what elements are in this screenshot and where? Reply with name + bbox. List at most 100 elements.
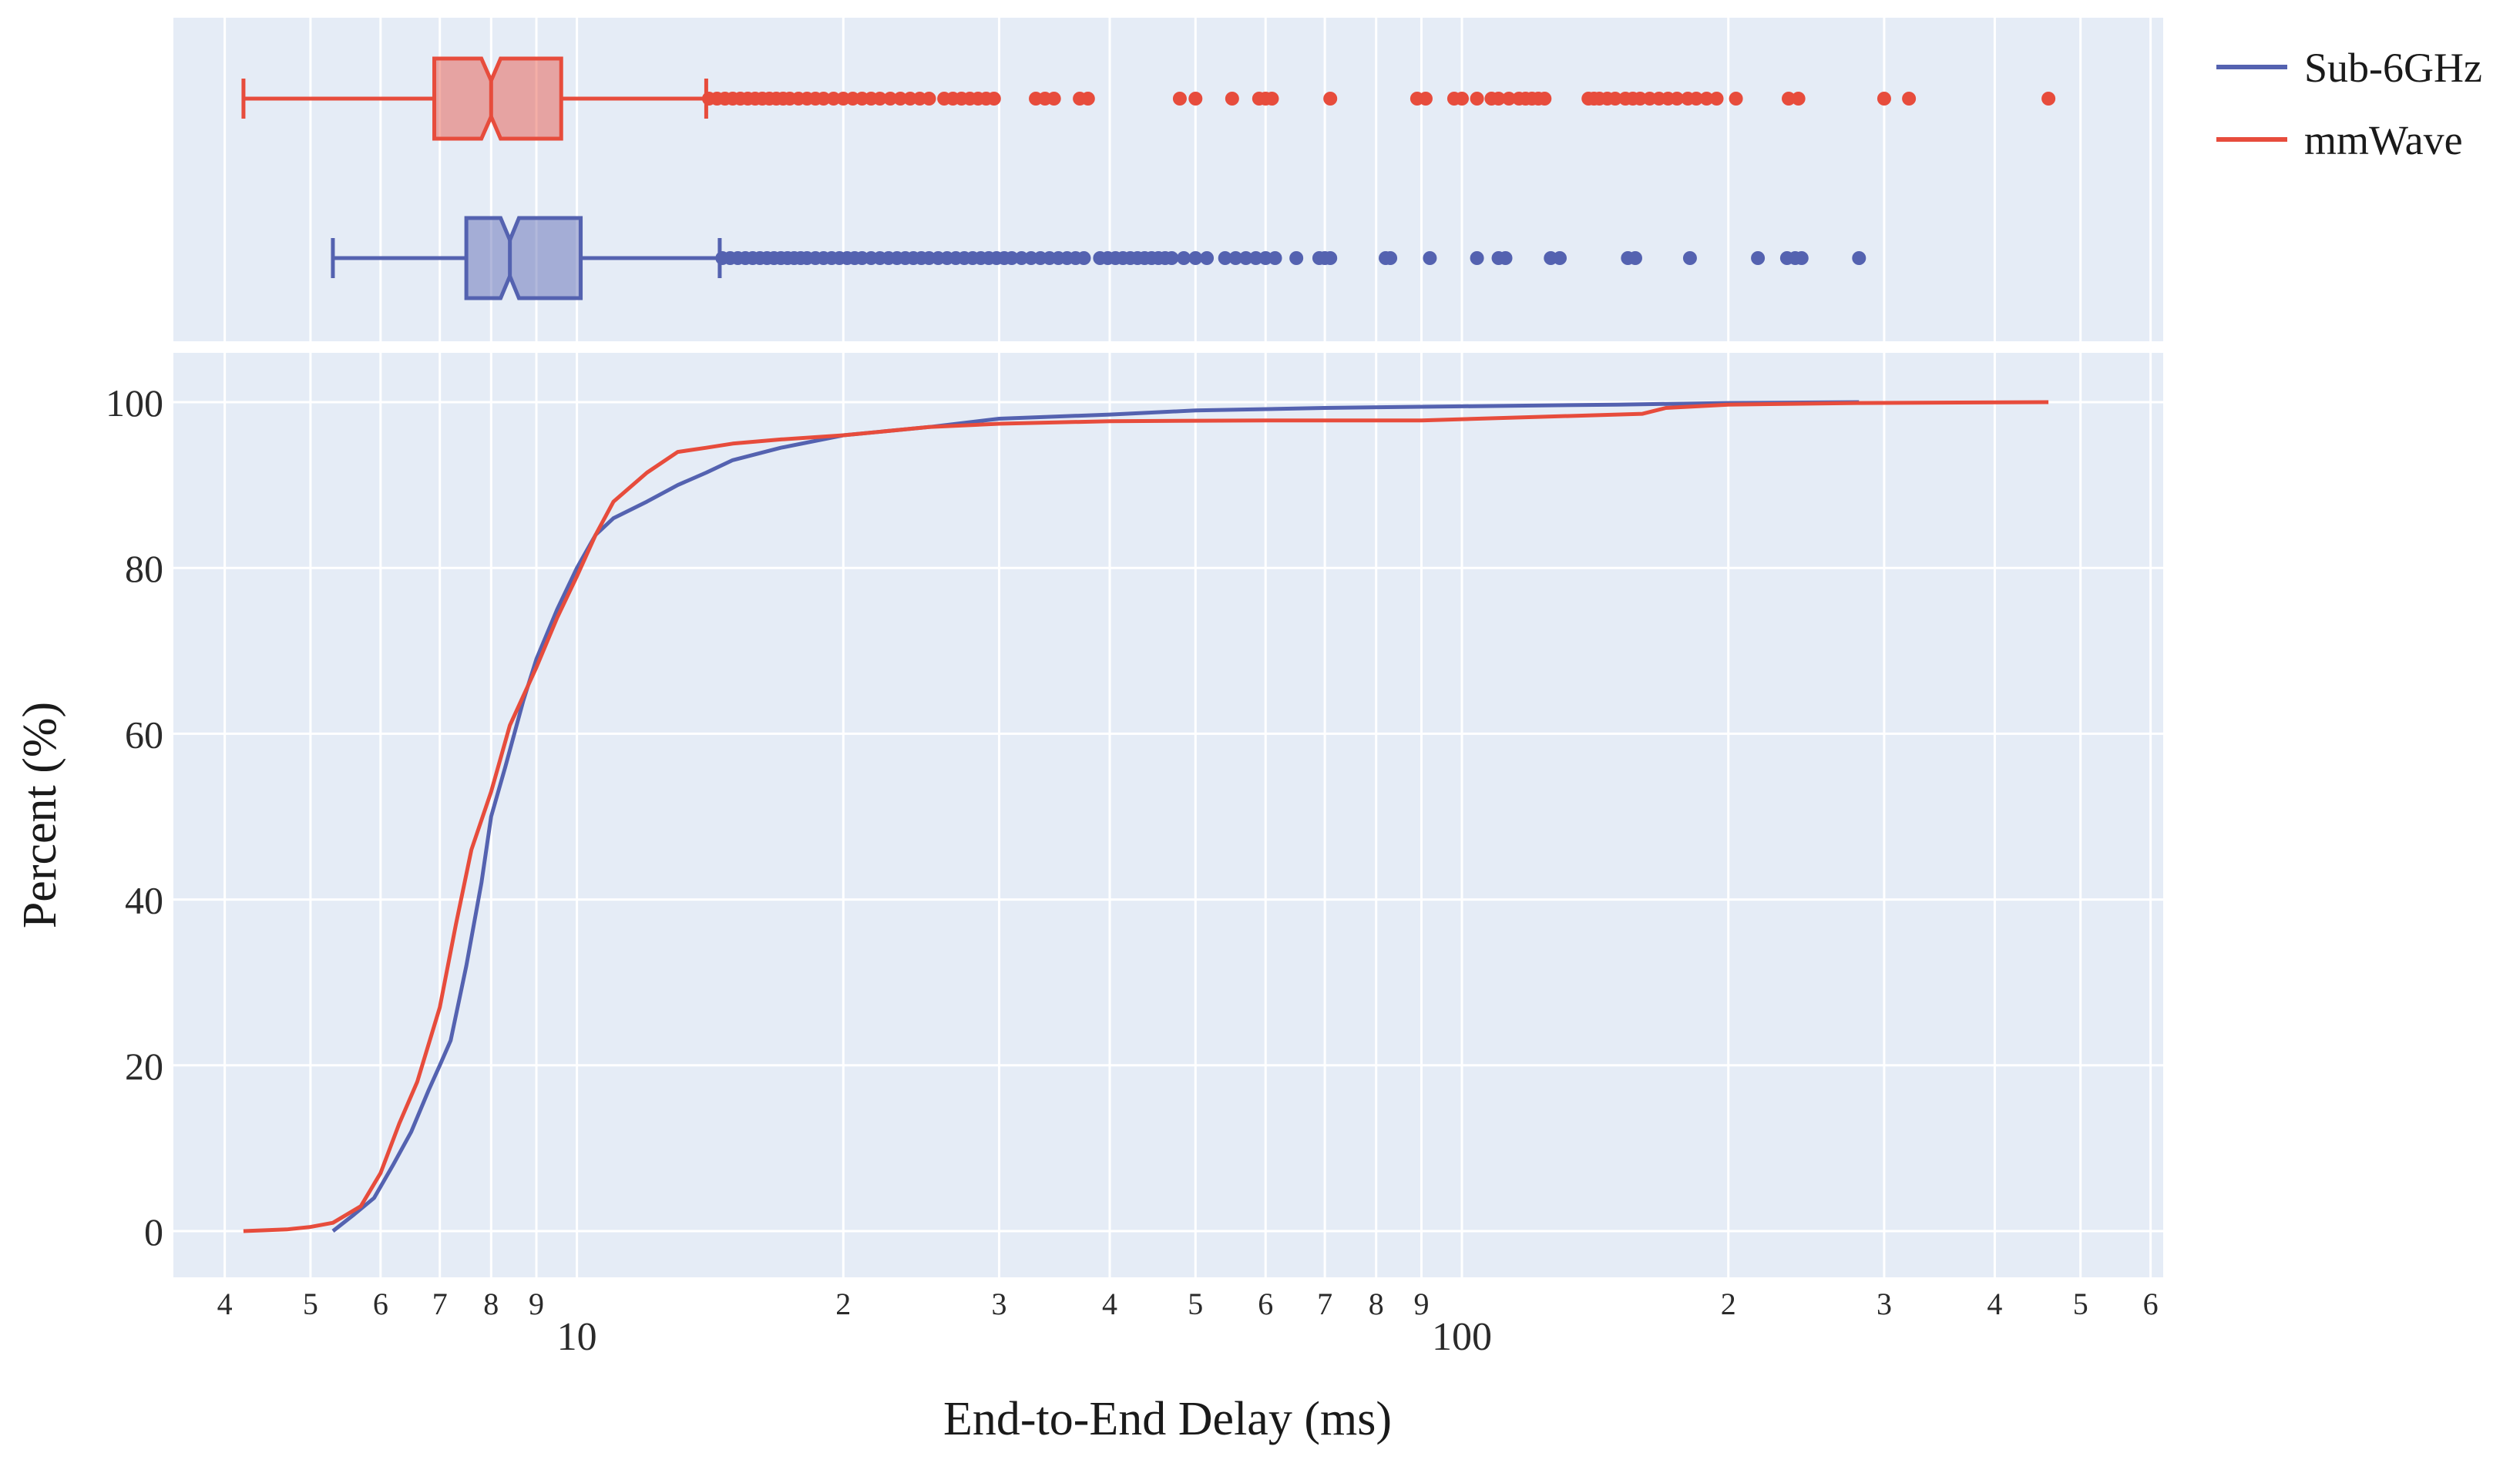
- box-mmwave: [241, 56, 2056, 141]
- outlier-point: [1383, 251, 1398, 265]
- outlier-point: [1791, 92, 1806, 106]
- outlier-point: [1172, 92, 1187, 106]
- outlier-point: [1852, 251, 1866, 265]
- outlier-point: [1455, 92, 1470, 106]
- x-tick-label: 3: [992, 1287, 1007, 1321]
- outlier-point: [1265, 92, 1279, 106]
- outlier-point: [1633, 92, 1648, 106]
- cdf-plot-background: [173, 353, 2163, 1277]
- outlier-point: [1268, 251, 1282, 265]
- x-tick-label: 4: [1102, 1287, 1117, 1321]
- outlier-point: [1682, 251, 1697, 265]
- outlier-point: [836, 92, 851, 106]
- outlier-point: [872, 92, 887, 106]
- x-tick-label: 6: [373, 1287, 388, 1321]
- outlier-point: [1077, 251, 1091, 265]
- outlier-point: [1751, 251, 1766, 265]
- outlier-point: [1729, 92, 1743, 106]
- x-tick-label: 5: [303, 1287, 318, 1321]
- x-tick-label: 6: [1258, 1287, 1273, 1321]
- x-tick-label: 2: [835, 1287, 851, 1321]
- x-tick-label: 6: [2143, 1287, 2159, 1321]
- outlier-point: [1004, 251, 1019, 265]
- outlier-point: [1782, 92, 1796, 106]
- x-axis-title: End-to-End Delay (ms): [943, 1393, 1392, 1445]
- outlier-point: [1608, 92, 1622, 106]
- box-plots: [241, 56, 2056, 300]
- cdf-line-mmwave: [243, 400, 2049, 1233]
- x-tick-label: 8: [483, 1287, 499, 1321]
- box-sub-6ghz: [331, 216, 1866, 300]
- outlier-point: [1258, 251, 1273, 265]
- y-tick-label: 40: [125, 879, 163, 922]
- outlier-point: [1323, 251, 1338, 265]
- outlier-point: [1248, 251, 1263, 265]
- legend-label-mmwave: mmWave: [2304, 117, 2463, 163]
- outlier-point: [1323, 92, 1338, 106]
- x-major-tick-label: 10: [557, 1315, 597, 1359]
- outlier-point: [1670, 92, 1685, 106]
- legend-label-sub6ghz: Sub-6GHz: [2304, 45, 2482, 91]
- cdf-panel: [173, 353, 2163, 1277]
- outlier-point: [1491, 92, 1506, 106]
- x-tick-label: 8: [1369, 1287, 1384, 1321]
- outlier-point: [816, 92, 831, 106]
- outlier-point: [1902, 92, 1917, 106]
- outlier-point: [1699, 92, 1714, 106]
- x-tick-label: 5: [2073, 1287, 2088, 1321]
- outlier-point: [893, 92, 908, 106]
- x-tick-label: 4: [1987, 1287, 2002, 1321]
- x-tick-label: 7: [1317, 1287, 1332, 1321]
- outlier-point: [1289, 251, 1304, 265]
- outlier-point: [1553, 251, 1567, 265]
- outlier-point: [1501, 92, 1516, 106]
- y-tick-label: 0: [144, 1210, 163, 1253]
- outlier-point: [922, 92, 936, 106]
- outlier-point: [1200, 251, 1215, 265]
- y-tick-label: 80: [125, 547, 163, 590]
- outlier-point: [1080, 92, 1095, 106]
- outlier-point: [1177, 251, 1191, 265]
- y-axis-title: Percent (%): [14, 702, 66, 928]
- outlier-point: [1689, 92, 1704, 106]
- outlier-point: [1423, 251, 1437, 265]
- outlier-point: [1470, 92, 1484, 106]
- outlier-point: [1188, 92, 1203, 106]
- outlier-point: [1709, 92, 1724, 106]
- outlier-point: [1628, 251, 1642, 265]
- outlier-point: [1218, 251, 1232, 265]
- outlier-point: [1877, 92, 1891, 106]
- x-tick-label: 3: [1877, 1287, 1892, 1321]
- outlier-point: [1225, 92, 1239, 106]
- x-tick-label: 9: [1413, 1287, 1429, 1321]
- outlier-point: [1228, 251, 1243, 265]
- outlier-point: [1794, 251, 1809, 265]
- outlier-point: [2041, 92, 2056, 106]
- outlier-point: [1498, 251, 1513, 265]
- y-tick-label: 60: [125, 713, 163, 756]
- x-major-tick-label: 100: [1432, 1315, 1492, 1359]
- box-body: [464, 216, 583, 300]
- x-tick-label: 9: [529, 1287, 544, 1321]
- outlier-point: [1470, 251, 1484, 265]
- legend: Sub-6GHz mmWave: [2216, 45, 2482, 163]
- x-tick-label: 7: [432, 1287, 448, 1321]
- y-tick-label: 100: [106, 381, 163, 424]
- outlier-point: [903, 92, 918, 106]
- box-body: [432, 56, 563, 141]
- outlier-point: [1238, 251, 1253, 265]
- cdf-lines: [243, 400, 2049, 1233]
- x-tick-label: 4: [217, 1287, 233, 1321]
- outlier-point: [883, 92, 898, 106]
- outlier-point: [1537, 92, 1552, 106]
- outlier-point: [1188, 251, 1203, 265]
- outlier-point: [1418, 92, 1433, 106]
- outlier-point: [986, 92, 1001, 106]
- x-tick-label: 2: [1721, 1287, 1736, 1321]
- x-tick-label: 5: [1188, 1287, 1203, 1321]
- outlier-point: [1047, 92, 1061, 106]
- outlier-point: [826, 92, 841, 106]
- y-tick-label: 20: [125, 1045, 163, 1088]
